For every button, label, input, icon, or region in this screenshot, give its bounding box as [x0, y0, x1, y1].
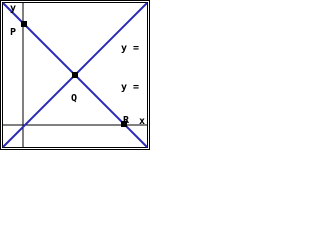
y-axis-label: y: [10, 3, 16, 14]
page: y x P Q R y = y = (() => { const data = …: [0, 0, 150, 150]
point-marker: [121, 121, 127, 127]
equation-label: y =: [121, 82, 139, 93]
plot-frame: [2, 2, 148, 148]
point-label: P: [10, 27, 16, 38]
point-marker: [21, 21, 27, 27]
point-marker: [72, 72, 78, 78]
x-axis-label: x: [139, 116, 145, 127]
equation-label: y =: [121, 43, 139, 54]
point-label: R: [123, 115, 130, 126]
graph-screen: y x P Q R y = y =: [0, 0, 150, 150]
point-label: Q: [71, 93, 77, 104]
